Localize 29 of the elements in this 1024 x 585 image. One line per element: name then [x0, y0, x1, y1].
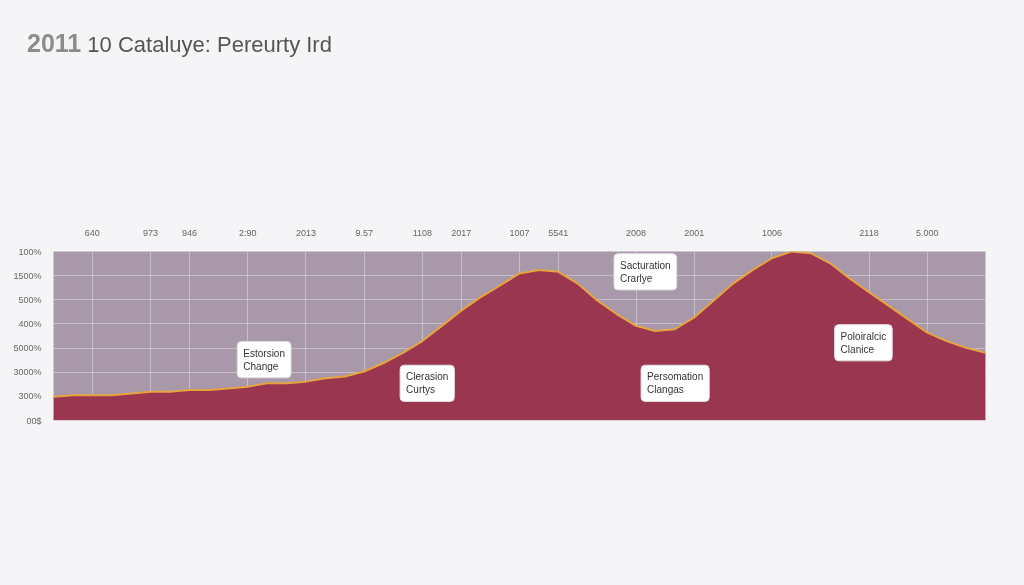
annotation: Poloiralcic Clanice	[840, 330, 887, 355]
text: 300%	[18, 391, 42, 402]
x-tick-label: 5.000	[915, 227, 939, 238]
x-tick-label: 2013	[295, 227, 316, 238]
annotation: Estorsion Change	[243, 347, 285, 372]
x-tick-label: 9.57	[355, 227, 373, 238]
text: 100%	[18, 246, 42, 257]
x-tick-label: 2:90	[238, 227, 257, 238]
x-tick-label: 2017	[451, 227, 472, 238]
text: 00$	[26, 415, 42, 426]
x-tick-label: 946	[181, 227, 197, 238]
text: 400%	[18, 318, 42, 329]
x-tick-label: 640	[84, 227, 100, 238]
x-tick-label: 2008	[625, 227, 647, 238]
x-tick-label: 5541	[548, 227, 569, 238]
x-tick-label: 1007	[509, 227, 530, 238]
x-tick-label: 2001	[684, 227, 705, 238]
text: 5000%	[13, 343, 42, 354]
text: 1500%	[13, 270, 42, 281]
annotation: Persomation Clangas	[647, 371, 704, 396]
chart-title: 2011 10 Cataluye: Pereurty Ird	[27, 28, 332, 59]
annotation: Sacturation Crarlye	[620, 259, 671, 284]
x-tick-label: 1108	[412, 227, 433, 238]
x-tick-label: 973	[143, 227, 159, 238]
text: 500%	[18, 294, 42, 305]
x-tick-label: 2118	[859, 227, 879, 238]
x-tick-label: 1006	[761, 227, 782, 238]
annotation: Clerasion Curtys	[406, 371, 449, 396]
text: 3000%	[13, 367, 42, 378]
